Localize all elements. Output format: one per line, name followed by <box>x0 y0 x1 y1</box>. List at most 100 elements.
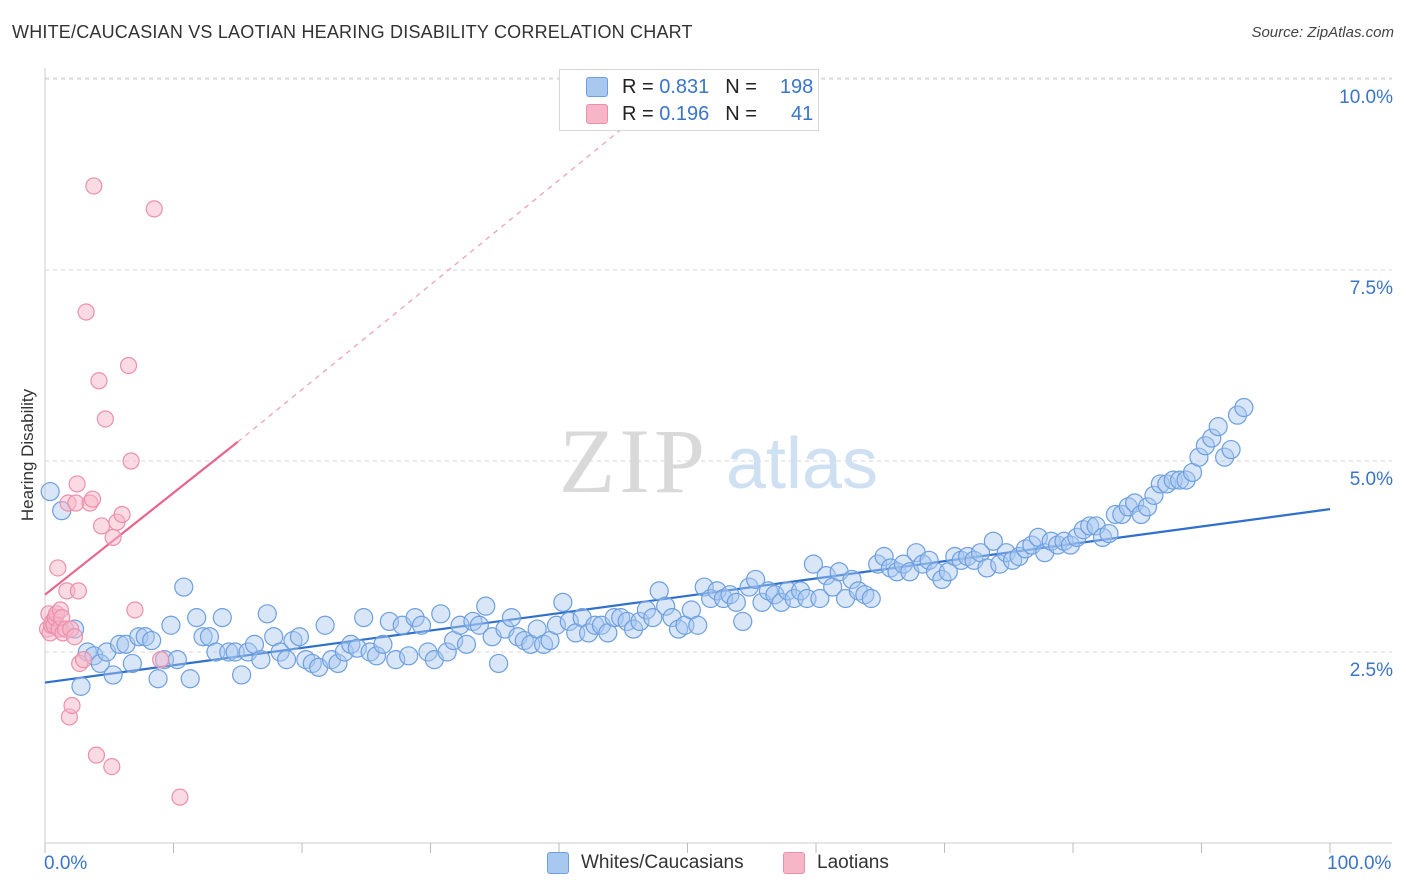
legend-r-label: R = <box>622 75 654 98</box>
point-whites <box>656 596 676 616</box>
y-tick-2-5: 2.5% <box>1349 660 1393 681</box>
point-whites <box>469 615 489 635</box>
point-whites <box>990 554 1010 574</box>
point-whites <box>212 608 232 628</box>
point-whites <box>315 615 335 635</box>
point-laotians <box>171 788 189 806</box>
point-whites <box>733 611 753 632</box>
point-laotians <box>69 582 88 600</box>
legend-r-label: R = <box>622 102 654 125</box>
point-whites <box>643 608 663 628</box>
point-whites <box>386 650 406 670</box>
point-whites <box>726 592 746 612</box>
point-whites <box>109 634 130 654</box>
legend-r-value: 0.196 <box>659 102 710 125</box>
point-laotians <box>77 303 95 321</box>
x-tick-max: 100.0% <box>1327 853 1392 874</box>
legend-n-value: 41 <box>791 102 814 125</box>
point-whites <box>257 604 277 624</box>
point-whites <box>720 585 740 605</box>
legend-n-label: N = <box>725 102 757 125</box>
source-label: Source: ZipAtlas.com <box>1251 24 1394 41</box>
point-whites <box>411 615 432 635</box>
point-whites <box>174 577 194 597</box>
legend-swatch-pink <box>586 104 608 124</box>
chart-title: WHITE/CAUCASIAN VS LAOTIAN HEARING DISAB… <box>12 22 693 42</box>
point-whites <box>251 650 271 670</box>
point-laotians <box>68 475 86 493</box>
point-whites <box>489 653 509 674</box>
point-whites <box>996 543 1016 563</box>
point-whites <box>354 608 374 628</box>
point-whites <box>148 669 168 689</box>
point-laotians <box>74 651 93 669</box>
point-laotians <box>49 559 67 577</box>
point-whites <box>707 581 727 601</box>
point-whites <box>456 634 477 654</box>
point-whites <box>328 653 348 674</box>
point-laotians <box>122 452 140 470</box>
bottom-swatch-pink <box>783 852 805 874</box>
point-laotians <box>119 356 138 375</box>
bottom-legend-whites: Whites/Caucasians <box>547 852 744 874</box>
point-whites <box>1144 485 1164 505</box>
legend-r-value: 0.831 <box>659 75 710 98</box>
point-whites <box>559 611 579 632</box>
point-whites <box>546 615 567 635</box>
point-whites <box>1009 546 1029 567</box>
point-whites <box>1137 497 1158 517</box>
point-laotians <box>65 628 84 646</box>
point-whites <box>623 619 644 639</box>
point-whites <box>803 554 824 574</box>
y-tick-5-0: 5.0% <box>1349 469 1393 490</box>
point-whites <box>1234 397 1254 418</box>
point-whites <box>193 627 213 647</box>
point-whites <box>122 653 142 674</box>
point-laotians <box>104 528 122 547</box>
point-whites <box>1227 405 1248 425</box>
point-whites <box>1131 504 1151 525</box>
point-whites <box>289 627 310 647</box>
point-whites <box>816 565 836 586</box>
bottom-swatch-blue <box>547 852 569 874</box>
point-whites <box>476 596 496 616</box>
point-whites <box>868 554 888 574</box>
point-laotians <box>113 505 131 524</box>
point-whites <box>861 588 881 609</box>
point-whites <box>739 577 759 597</box>
point-whites <box>688 615 708 635</box>
point-whites <box>790 581 811 601</box>
watermark-zip: ZIP <box>559 410 709 512</box>
point-whites <box>1099 523 1119 544</box>
y-tick-10-0: 10.0% <box>1339 87 1393 108</box>
point-whites <box>187 608 207 628</box>
point-whites <box>405 608 425 628</box>
trend-lines <box>44 116 1331 684</box>
point-whites <box>1221 439 1241 460</box>
point-whites <box>1215 447 1235 467</box>
points-whites-caucasians <box>40 397 1254 696</box>
point-whites <box>1202 428 1222 448</box>
point-whites <box>167 650 187 670</box>
bottom-legend-label: Laotians <box>817 852 889 873</box>
point-whites <box>1125 493 1145 513</box>
watermark: ZIP atlas <box>559 410 878 512</box>
point-whites <box>71 676 91 696</box>
point-whites <box>1112 504 1132 525</box>
trend-line-laotians-extension <box>237 116 637 443</box>
point-whites <box>399 646 419 666</box>
point-whites <box>366 646 387 666</box>
bottom-legend-laotians: Laotians <box>783 852 889 874</box>
point-whites <box>501 608 522 628</box>
axes <box>44 68 1392 853</box>
point-whites <box>746 569 766 590</box>
point-whites <box>810 588 830 609</box>
point-whites <box>129 627 149 647</box>
point-whites <box>232 665 252 685</box>
x-tick-min: 0.0% <box>44 853 88 874</box>
point-whites <box>919 550 939 570</box>
point-whites <box>771 592 791 612</box>
point-whites <box>450 615 470 635</box>
point-whites <box>893 554 913 574</box>
